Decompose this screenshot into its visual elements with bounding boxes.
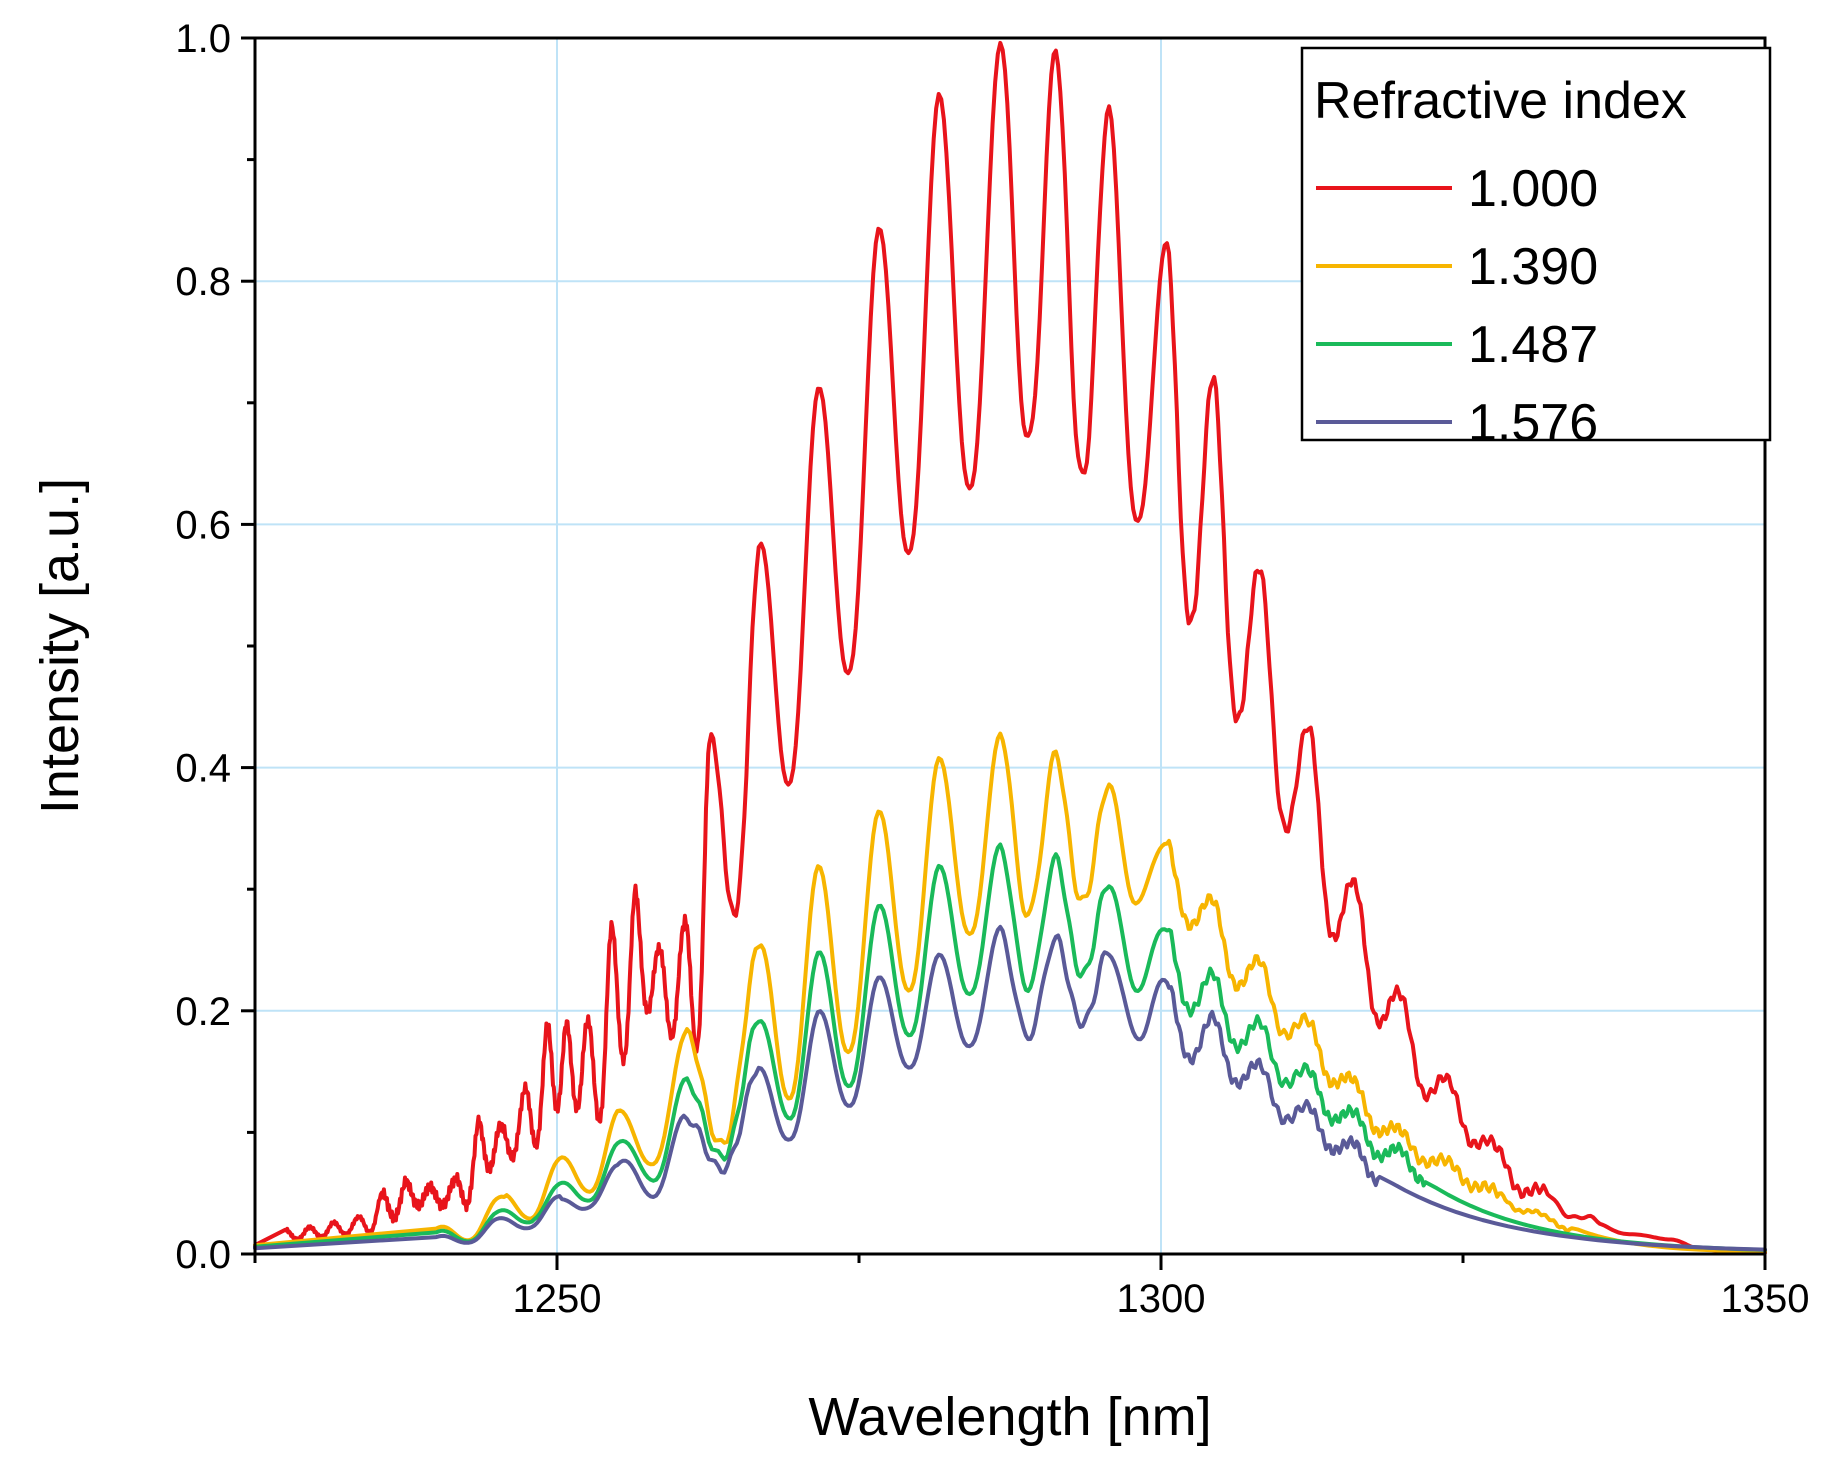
x-tick-label-2: 1350 <box>1721 1277 1810 1321</box>
series-line-1-000 <box>253 40 1767 1255</box>
legend-label-1-487: 1.487 <box>1468 316 1598 374</box>
series-line-1-390 <box>253 731 1767 1254</box>
legend-item-1-576: 1.576 <box>1316 394 1598 452</box>
legend-label-1-576: 1.576 <box>1468 394 1598 452</box>
y-tick-label-2: 0.4 <box>175 747 231 791</box>
y-tick-label-4: 0.8 <box>175 260 231 304</box>
y-tick-label-5: 1.0 <box>175 17 231 61</box>
legend-item-1-000: 1.000 <box>1316 160 1598 218</box>
legend-label-1-000: 1.000 <box>1468 160 1598 218</box>
legend-title: Refractive index <box>1314 72 1687 130</box>
y-tick-label-3: 0.6 <box>175 503 231 547</box>
x-tick-label-1: 1300 <box>1117 1277 1206 1321</box>
series-layer <box>253 40 1767 1255</box>
legend-item-1-390: 1.390 <box>1316 238 1598 296</box>
legend-items: 1.000 1.390 1.487 1.576 <box>1316 160 1598 452</box>
series-line-1-487 <box>253 842 1767 1252</box>
series-line-1-576 <box>253 924 1767 1252</box>
y-tick-label-0: 0.0 <box>175 1233 231 1277</box>
legend-item-1-487: 1.487 <box>1316 316 1598 374</box>
x-axis-title: Wavelength [nm] <box>808 1387 1211 1447</box>
x-tick-label-0: 1250 <box>513 1277 602 1321</box>
y-axis-title: Intensity [a.u.] <box>30 478 90 814</box>
legend: Refractive index 1.000 1.390 1.487 1.576 <box>1300 46 1772 452</box>
legend-box <box>1300 46 1772 442</box>
y-tick-label-1: 0.2 <box>175 990 231 1034</box>
axis-ticks <box>241 36 1767 1270</box>
legend-label-1-390: 1.390 <box>1468 238 1598 296</box>
axis-tick-labels: 1250 1300 1350 0.0 0.2 0.4 0.6 0.8 1.0 <box>175 17 1809 1321</box>
